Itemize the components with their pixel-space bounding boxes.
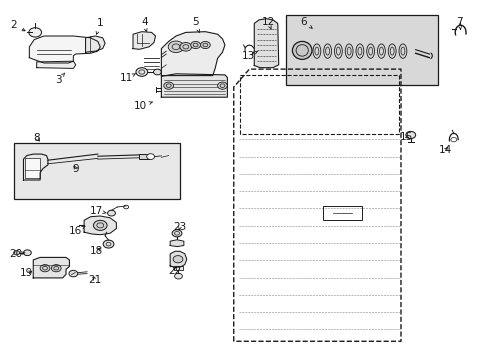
Circle shape <box>153 69 161 75</box>
Polygon shape <box>23 154 48 180</box>
Text: 21: 21 <box>88 275 102 285</box>
Ellipse shape <box>323 44 331 58</box>
Text: 22: 22 <box>168 266 182 276</box>
Polygon shape <box>170 251 186 267</box>
Circle shape <box>69 270 78 277</box>
Text: 8: 8 <box>33 132 40 143</box>
Circle shape <box>23 250 31 256</box>
Circle shape <box>174 273 182 279</box>
Text: 10: 10 <box>134 101 152 111</box>
Bar <box>322 206 361 220</box>
Text: 18: 18 <box>90 246 103 256</box>
Circle shape <box>93 220 107 230</box>
Text: 16: 16 <box>69 226 85 236</box>
Polygon shape <box>37 61 76 68</box>
Text: 15: 15 <box>399 132 413 142</box>
Circle shape <box>405 131 415 139</box>
Bar <box>25 158 40 178</box>
Bar <box>139 154 150 159</box>
Text: 20: 20 <box>9 249 25 259</box>
Polygon shape <box>161 74 227 97</box>
Bar <box>14 143 180 199</box>
Bar <box>285 15 437 85</box>
Text: 23: 23 <box>173 222 186 232</box>
Ellipse shape <box>355 44 363 58</box>
Ellipse shape <box>387 44 395 58</box>
Circle shape <box>163 82 173 89</box>
Text: 3: 3 <box>55 73 65 85</box>
Circle shape <box>40 265 50 272</box>
Circle shape <box>168 41 183 53</box>
Polygon shape <box>161 32 224 76</box>
Circle shape <box>180 42 191 51</box>
Circle shape <box>14 251 20 255</box>
Polygon shape <box>133 32 155 49</box>
Ellipse shape <box>312 44 320 58</box>
Text: 6: 6 <box>299 17 311 28</box>
Ellipse shape <box>334 44 342 58</box>
Circle shape <box>103 240 114 248</box>
Bar <box>173 266 183 270</box>
Text: 2: 2 <box>10 20 25 31</box>
Text: 7: 7 <box>455 17 462 30</box>
Ellipse shape <box>345 44 352 58</box>
Polygon shape <box>254 19 278 68</box>
Circle shape <box>29 28 41 37</box>
Text: 5: 5 <box>192 17 199 33</box>
Ellipse shape <box>377 44 385 58</box>
Circle shape <box>107 210 115 216</box>
Polygon shape <box>29 36 100 63</box>
Circle shape <box>200 41 210 49</box>
Circle shape <box>172 230 182 237</box>
Polygon shape <box>170 240 183 247</box>
Circle shape <box>190 41 200 49</box>
Text: 19: 19 <box>20 268 34 278</box>
Text: 14: 14 <box>437 145 451 156</box>
Text: 12: 12 <box>261 17 274 30</box>
Text: 4: 4 <box>141 17 147 31</box>
Circle shape <box>217 82 227 89</box>
Circle shape <box>136 68 147 76</box>
Ellipse shape <box>366 44 374 58</box>
Polygon shape <box>84 216 116 235</box>
Ellipse shape <box>398 44 406 58</box>
Circle shape <box>146 154 154 159</box>
Circle shape <box>51 265 61 272</box>
Text: 13: 13 <box>241 51 257 61</box>
Text: 9: 9 <box>72 164 79 174</box>
Ellipse shape <box>292 41 311 59</box>
Text: 1: 1 <box>96 18 103 34</box>
Polygon shape <box>33 257 69 278</box>
Polygon shape <box>85 36 105 52</box>
Text: 17: 17 <box>90 206 106 216</box>
Text: 11: 11 <box>119 73 135 84</box>
Circle shape <box>173 256 183 263</box>
